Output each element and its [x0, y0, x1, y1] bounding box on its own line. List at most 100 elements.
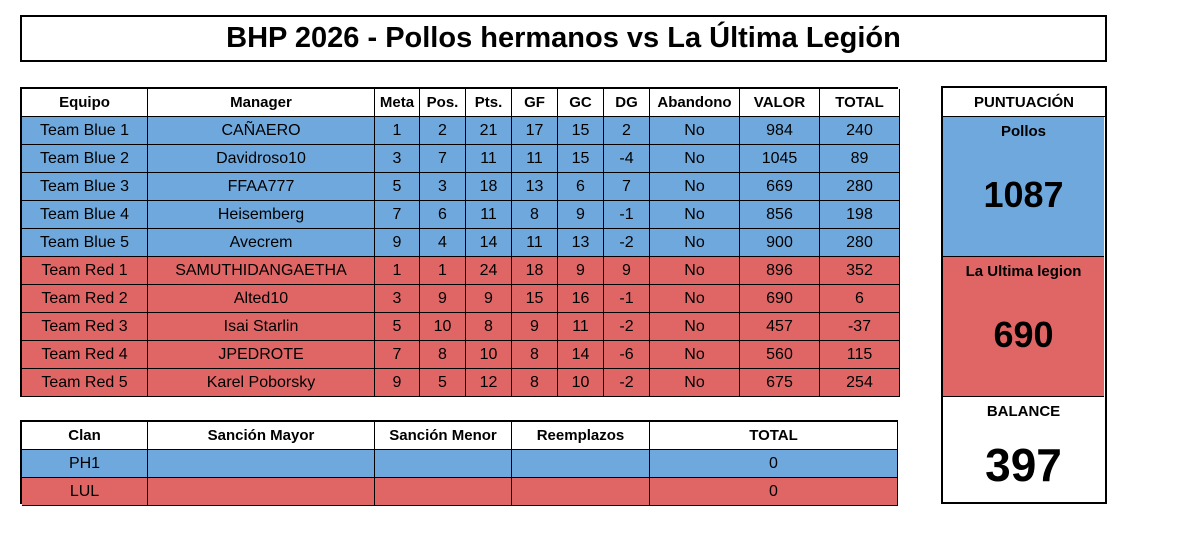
- table-cell: 690: [740, 285, 820, 313]
- table-cell: LUL: [22, 478, 148, 506]
- table-cell: 984: [740, 117, 820, 145]
- table-cell: 4: [420, 229, 466, 257]
- table-cell: SAMUTHIDANGAETHA: [148, 257, 375, 285]
- header-cell: Clan: [22, 422, 148, 450]
- table-cell: 560: [740, 341, 820, 369]
- table-cell: JPEDROTE: [148, 341, 375, 369]
- table-cell: No: [650, 313, 740, 341]
- table-cell: -37: [820, 313, 900, 341]
- table-cell: -2: [604, 229, 650, 257]
- table-cell: 16: [558, 285, 604, 313]
- table-cell: Team Blue 1: [22, 117, 148, 145]
- header-cell: Manager: [148, 89, 375, 117]
- table-cell: 6: [420, 201, 466, 229]
- table-cell: 8: [512, 369, 558, 397]
- table-cell: Alted10: [148, 285, 375, 313]
- table-cell: 9: [466, 285, 512, 313]
- table-cell: No: [650, 285, 740, 313]
- table-cell: Karel Poborsky: [148, 369, 375, 397]
- table-cell: 457: [740, 313, 820, 341]
- table-cell: Avecrem: [148, 229, 375, 257]
- table-cell: 1045: [740, 145, 820, 173]
- header-cell: TOTAL: [650, 422, 898, 450]
- table-cell: No: [650, 369, 740, 397]
- table-cell: 11: [466, 201, 512, 229]
- table-cell: FFAA777: [148, 173, 375, 201]
- table-cell: 18: [466, 173, 512, 201]
- table-cell: 9: [558, 201, 604, 229]
- table-cell: 669: [740, 173, 820, 201]
- table-cell: -2: [604, 313, 650, 341]
- score-panel: PUNTUACIÓN Pollos 1087 La Ultima legion 690 B…: [941, 86, 1107, 504]
- header-cell: DG: [604, 89, 650, 117]
- table-cell: 9: [604, 257, 650, 285]
- table-cell: 15: [512, 285, 558, 313]
- table-cell: 11: [466, 145, 512, 173]
- table-cell: Heisemberg: [148, 201, 375, 229]
- table-cell: 856: [740, 201, 820, 229]
- table-cell: 12: [466, 369, 512, 397]
- header-cell: Sanción Mayor: [148, 422, 375, 450]
- table-cell: 14: [466, 229, 512, 257]
- table-cell: 0: [650, 450, 898, 478]
- table-cell: Team Blue 5: [22, 229, 148, 257]
- table-cell: 2: [420, 117, 466, 145]
- table-cell: 115: [820, 341, 900, 369]
- table-cell: -4: [604, 145, 650, 173]
- table-cell: 6: [820, 285, 900, 313]
- table-cell: 11: [558, 313, 604, 341]
- table-cell: 9: [512, 313, 558, 341]
- team-total: 690: [993, 314, 1054, 355]
- table-cell: Davidroso10: [148, 145, 375, 173]
- table-cell: 7: [604, 173, 650, 201]
- table-cell: Isai Starlin: [148, 313, 375, 341]
- score-header: PUNTUACIÓN: [943, 88, 1105, 117]
- empty-cell: [375, 478, 512, 506]
- clan-table: Clan Sanción Mayor Sanción Menor Reemplazos…: [20, 420, 898, 506]
- table-cell: 896: [740, 257, 820, 285]
- table-cell: 89: [820, 145, 900, 173]
- table-cell: 5: [375, 313, 420, 341]
- empty-cell: [375, 450, 512, 478]
- table-cell: 7: [375, 341, 420, 369]
- team-name: La Ultima legion: [965, 263, 1082, 280]
- table-cell: 9: [420, 285, 466, 313]
- table-cell: 7: [375, 201, 420, 229]
- table-cell: 1: [420, 257, 466, 285]
- table-cell: 10: [558, 369, 604, 397]
- table-cell: No: [650, 145, 740, 173]
- table-cell: 15: [558, 145, 604, 173]
- table-cell: No: [650, 257, 740, 285]
- balance-value: 397: [985, 439, 1062, 491]
- team-name: Pollos: [1000, 123, 1046, 140]
- table-cell: 9: [375, 229, 420, 257]
- table-cell: Team Red 2: [22, 285, 148, 313]
- table-cell: 24: [466, 257, 512, 285]
- table-cell: 3: [420, 173, 466, 201]
- table-cell: No: [650, 341, 740, 369]
- table-cell: 2: [604, 117, 650, 145]
- empty-cell: [512, 450, 650, 478]
- empty-cell: [148, 478, 375, 506]
- table-cell: 14: [558, 341, 604, 369]
- team-score: La Ultima legion 690: [943, 257, 1104, 397]
- table-cell: No: [650, 229, 740, 257]
- table-cell: 13: [512, 173, 558, 201]
- empty-cell: [512, 478, 650, 506]
- header-cell: Pts.: [466, 89, 512, 117]
- table-cell: -6: [604, 341, 650, 369]
- table-cell: 675: [740, 369, 820, 397]
- table-cell: No: [650, 201, 740, 229]
- table-cell: Team Blue 2: [22, 145, 148, 173]
- table-cell: 5: [420, 369, 466, 397]
- table-cell: -1: [604, 285, 650, 313]
- table-cell: 13: [558, 229, 604, 257]
- header-cell: Abandono: [650, 89, 740, 117]
- table-cell: 18: [512, 257, 558, 285]
- table-cell: -2: [604, 369, 650, 397]
- table-cell: Team Red 1: [22, 257, 148, 285]
- team-score: Pollos 1087: [943, 117, 1104, 257]
- table-cell: Team Blue 3: [22, 173, 148, 201]
- header-cell: Meta: [375, 89, 420, 117]
